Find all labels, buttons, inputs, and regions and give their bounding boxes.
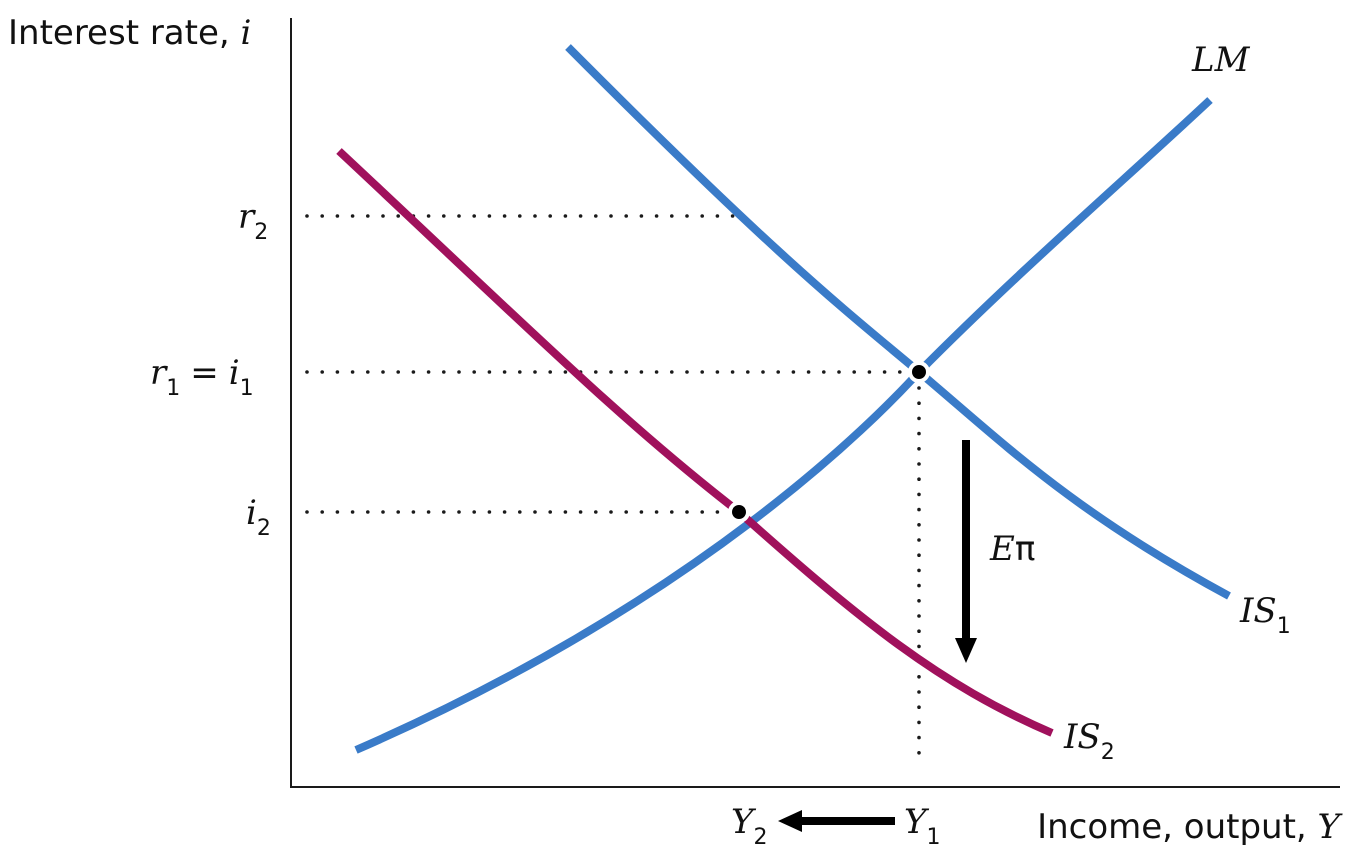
axes [290,18,1340,788]
y2-label: Y2 [731,802,767,850]
expected-inflation-arrow [955,440,977,663]
expected-inflation-label: Eπ [989,529,1035,569]
lm-curve [354,97,1213,754]
is2-label: IS2 [1063,717,1115,765]
guide-lines [305,214,921,760]
y-axis-title: Interest rate, i [8,13,251,53]
arrows [778,440,977,832]
x-axis-title: Income, output, Y [1037,807,1343,847]
y1-label: Y1 [904,802,940,850]
is1-curve [565,44,1231,600]
lm-label: LM [1191,40,1251,80]
equilibrium-point-1 [908,361,930,383]
r2-label: r2 [238,197,268,245]
equilibrium-point-2 [728,501,750,523]
i2-label: i2 [246,493,271,541]
is1-label: IS1 [1239,591,1291,639]
curves [336,44,1231,754]
r1-equals-i1-label: r1 = i1 [150,353,254,401]
equilibrium-points [728,361,930,523]
output-shift-arrow [778,810,895,832]
is2-curve [336,148,1054,737]
